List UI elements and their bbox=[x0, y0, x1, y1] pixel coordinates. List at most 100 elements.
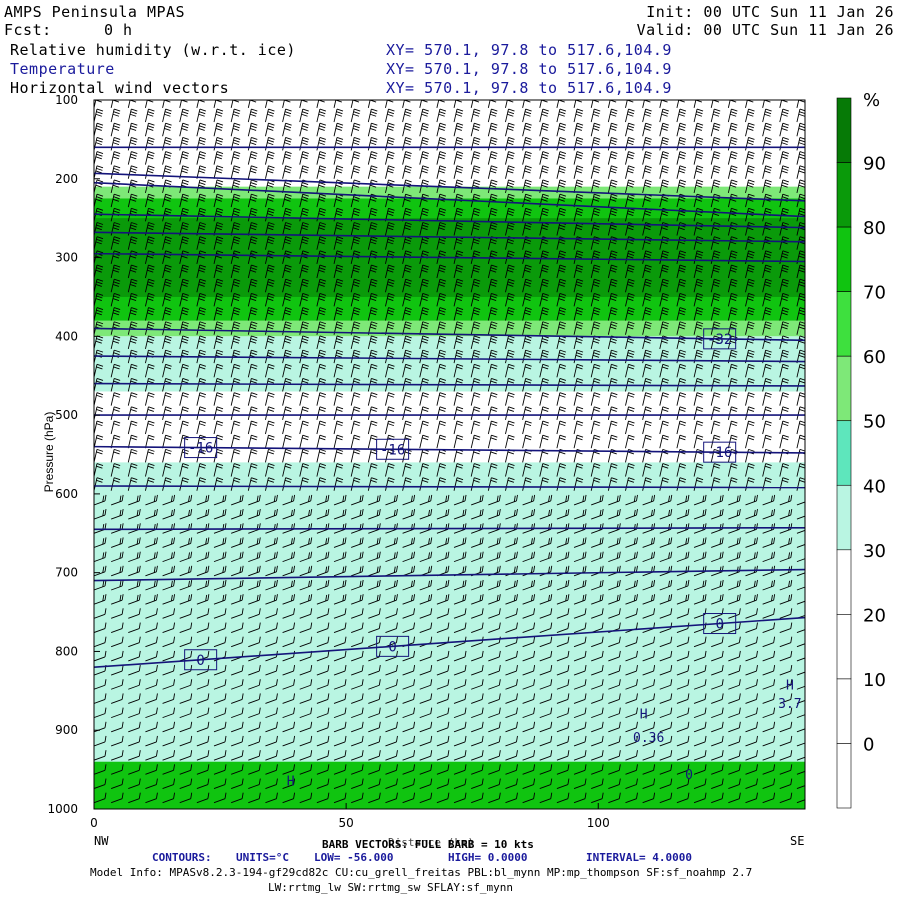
wind-barb bbox=[299, 406, 309, 420]
barb-flag bbox=[354, 264, 361, 268]
barb-flag bbox=[199, 151, 207, 155]
wind-barb bbox=[419, 207, 429, 222]
barb-flag bbox=[387, 326, 394, 330]
barb-shaft bbox=[299, 264, 304, 279]
wind-barb bbox=[333, 108, 344, 123]
barb-flag bbox=[96, 281, 103, 285]
barb-flag bbox=[543, 95, 549, 97]
barb-shaft bbox=[230, 250, 235, 264]
barb-flag bbox=[662, 409, 669, 412]
barb-flag bbox=[559, 250, 567, 254]
barb-flag bbox=[661, 241, 668, 245]
wind-barb bbox=[539, 95, 549, 108]
wind-barb bbox=[727, 151, 738, 165]
barb-flag bbox=[439, 238, 446, 242]
barb-shaft bbox=[213, 165, 218, 179]
barb-flag bbox=[489, 156, 497, 160]
barb-shaft bbox=[179, 208, 184, 222]
barb-flag bbox=[130, 111, 137, 115]
barb-flag bbox=[609, 156, 617, 160]
barb-flag bbox=[473, 394, 480, 398]
barb-shaft bbox=[213, 208, 218, 222]
barb-shaft bbox=[436, 279, 441, 293]
wind-barb bbox=[556, 108, 567, 123]
barb-flag bbox=[679, 97, 685, 99]
wind-barb bbox=[607, 136, 618, 151]
wind-barb bbox=[247, 165, 258, 179]
barb-flag bbox=[542, 153, 549, 157]
barb-shaft bbox=[265, 165, 269, 179]
barb-flag bbox=[352, 283, 360, 287]
barb-flag bbox=[302, 321, 309, 325]
barb-shaft bbox=[710, 307, 715, 321]
wind-barb bbox=[470, 207, 481, 222]
wind-barb bbox=[642, 264, 652, 279]
barb-flag bbox=[747, 210, 755, 214]
barb-flag bbox=[542, 420, 549, 424]
barb-flag bbox=[542, 437, 549, 441]
barb-flag bbox=[354, 307, 361, 311]
barb-flag bbox=[439, 309, 446, 313]
barb-flag bbox=[609, 142, 617, 146]
barb-flag bbox=[285, 97, 291, 99]
barb-flag bbox=[267, 198, 274, 202]
barb-flag bbox=[147, 298, 154, 302]
barb-flag bbox=[593, 182, 600, 185]
barb-flag bbox=[251, 236, 258, 240]
barb-flag bbox=[542, 278, 549, 282]
wind-barb bbox=[642, 100, 651, 108]
wind-barb bbox=[299, 122, 309, 137]
wind-barb bbox=[230, 307, 241, 321]
wind-barb bbox=[367, 278, 378, 293]
barb-flag bbox=[216, 222, 224, 225]
wind-barb bbox=[316, 278, 327, 293]
wind-barb bbox=[470, 392, 481, 406]
barb-flag bbox=[747, 255, 754, 259]
barb-flag bbox=[455, 269, 462, 273]
barb-flag bbox=[507, 238, 515, 242]
barb-flag bbox=[267, 111, 274, 115]
barb-flag bbox=[472, 113, 480, 117]
wind-barb bbox=[419, 392, 429, 406]
barb-flag bbox=[164, 167, 172, 171]
barb-shaft bbox=[693, 307, 698, 321]
barb-flag bbox=[369, 326, 377, 330]
barb-flag bbox=[696, 278, 704, 282]
barb-flag bbox=[473, 196, 480, 200]
wind-barb bbox=[282, 236, 292, 250]
barb-flag bbox=[542, 182, 549, 185]
barb-shaft bbox=[505, 222, 509, 236]
barb-shaft bbox=[127, 406, 132, 420]
barb-shaft bbox=[110, 123, 115, 137]
barb-flag bbox=[439, 139, 446, 143]
barb-flag bbox=[216, 238, 223, 242]
barb-flag bbox=[507, 309, 515, 313]
barb-flag bbox=[541, 283, 548, 287]
barb-flag bbox=[524, 156, 531, 160]
barb-shaft bbox=[710, 293, 715, 307]
barb-flag bbox=[747, 111, 755, 115]
barb-flag bbox=[182, 236, 189, 240]
barb-shaft bbox=[745, 208, 749, 222]
barb-flag bbox=[112, 283, 120, 287]
barb-flag bbox=[268, 321, 275, 325]
wind-barb bbox=[659, 165, 669, 179]
barb-flag bbox=[114, 108, 121, 112]
barb-flag bbox=[644, 196, 652, 200]
barb-flag bbox=[680, 95, 686, 97]
barb-flag bbox=[354, 321, 361, 325]
barb-flag bbox=[798, 213, 805, 216]
barb-flag bbox=[507, 283, 514, 287]
barb-flag bbox=[370, 139, 377, 143]
barb-flag bbox=[696, 437, 703, 441]
barb-flag bbox=[148, 250, 155, 254]
barb-flag bbox=[165, 165, 172, 169]
barb-flag bbox=[130, 238, 137, 242]
wind-barb bbox=[779, 278, 789, 293]
barb-flag bbox=[404, 156, 411, 160]
wind-barb bbox=[110, 420, 121, 435]
barb-flag bbox=[405, 122, 412, 126]
barb-flag bbox=[387, 323, 395, 327]
barb-shaft bbox=[110, 420, 115, 435]
barb-flag bbox=[628, 95, 634, 97]
